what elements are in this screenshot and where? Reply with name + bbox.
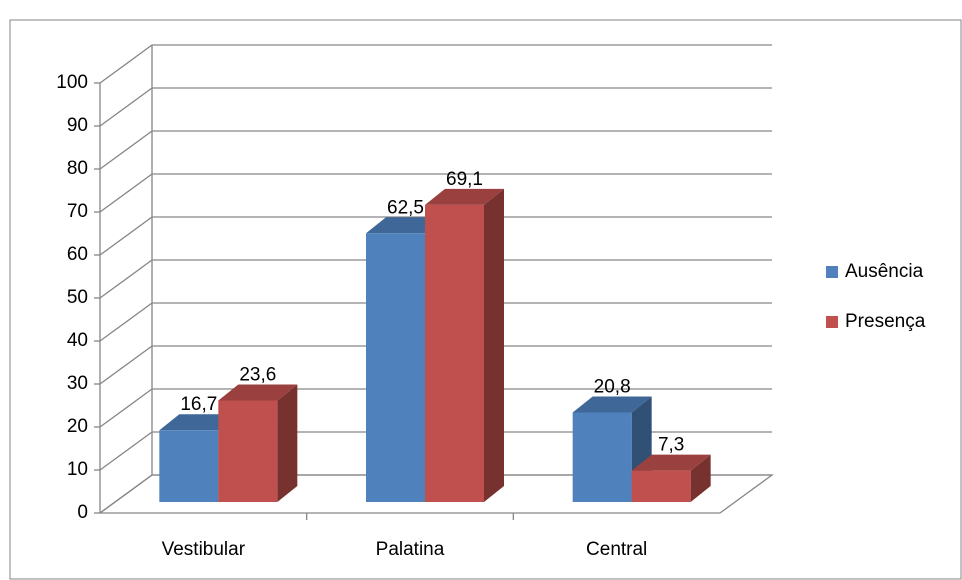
grid-line bbox=[99, 431, 772, 471]
y-tick-label: 50 bbox=[67, 287, 88, 308]
data-label: 69,1 bbox=[446, 169, 483, 190]
bar bbox=[631, 454, 711, 502]
y-tick-label: 40 bbox=[67, 330, 88, 351]
y-tick-label: 20 bbox=[67, 416, 88, 437]
data-label: 7,3 bbox=[658, 435, 684, 456]
y-tick-label: 80 bbox=[67, 158, 88, 179]
grid-line bbox=[99, 87, 772, 127]
grid-line bbox=[99, 388, 772, 428]
bar-face bbox=[425, 204, 484, 502]
bar-face bbox=[218, 384, 298, 401]
bar-face bbox=[631, 470, 691, 502]
y-tick-label: 60 bbox=[67, 244, 88, 265]
y-tick-label: 30 bbox=[67, 373, 88, 394]
bar-face bbox=[572, 412, 632, 502]
bar bbox=[425, 188, 504, 502]
y-tick-label: 10 bbox=[67, 459, 88, 480]
bar-face bbox=[218, 400, 278, 502]
legend-swatch bbox=[826, 316, 838, 328]
bar-face bbox=[484, 188, 504, 502]
grid-line bbox=[99, 345, 772, 385]
bar-face bbox=[366, 233, 425, 502]
x-tick-label: Vestibular bbox=[162, 539, 246, 560]
grid-line bbox=[99, 44, 772, 84]
data-label: 20,8 bbox=[594, 377, 631, 398]
legend-label: Ausência bbox=[845, 261, 924, 282]
y-tick-label: 90 bbox=[67, 115, 88, 136]
data-label: 23,6 bbox=[239, 365, 276, 386]
grid-line bbox=[99, 216, 772, 256]
grid-line bbox=[99, 173, 772, 213]
legend-swatch bbox=[826, 266, 838, 278]
y-tick-label: 100 bbox=[56, 72, 88, 93]
y-tick-label: 0 bbox=[77, 502, 88, 523]
bar-face bbox=[159, 430, 219, 502]
data-label: 16,7 bbox=[180, 394, 217, 415]
grid-line bbox=[99, 130, 772, 170]
data-label: 62,5 bbox=[387, 197, 424, 218]
bar-face bbox=[631, 454, 711, 471]
bar-face bbox=[690, 454, 711, 502]
grid-line bbox=[99, 474, 772, 514]
y-tick-label: 70 bbox=[67, 201, 88, 222]
x-tick-label: Central bbox=[586, 539, 647, 560]
bar-face bbox=[572, 396, 652, 413]
bar-face bbox=[277, 384, 298, 502]
legend-label: Presença bbox=[845, 311, 926, 332]
bar bbox=[218, 384, 298, 502]
x-tick-label: Palatina bbox=[376, 539, 445, 560]
bar-face bbox=[425, 188, 504, 205]
grid-line bbox=[99, 259, 772, 299]
grid-line bbox=[99, 302, 772, 342]
